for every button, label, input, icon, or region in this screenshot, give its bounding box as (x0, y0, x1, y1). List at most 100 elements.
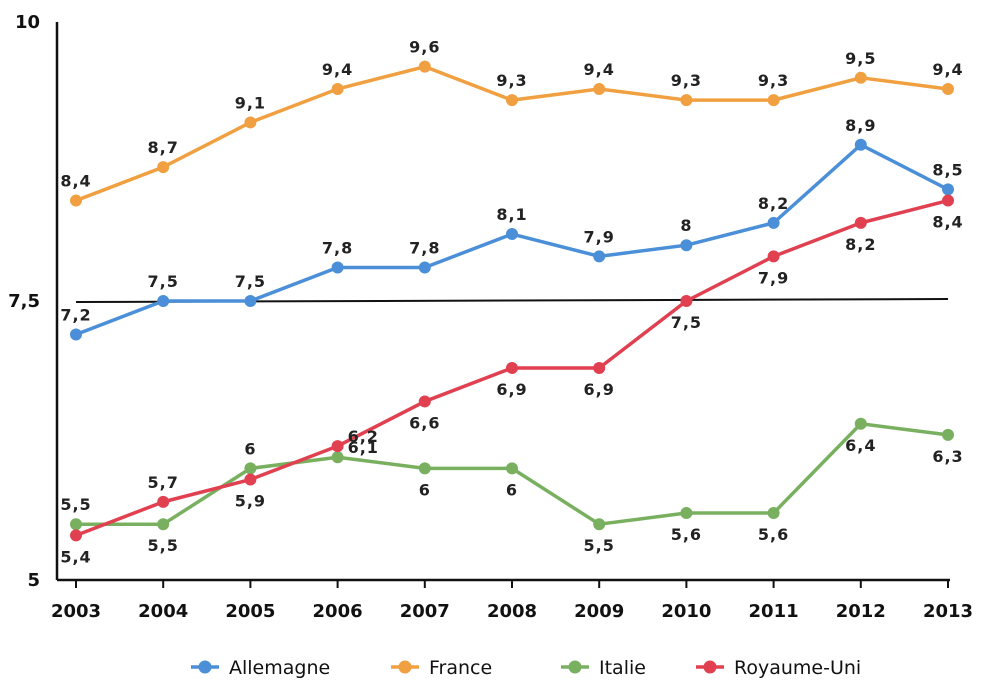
legend-swatch-marker (398, 660, 412, 674)
data-label: 6,9 (584, 380, 615, 399)
data-point (680, 239, 693, 252)
data-point (767, 94, 780, 107)
data-point (157, 295, 170, 307)
data-point (157, 518, 170, 531)
data-label: 7,2 (60, 305, 91, 324)
data-label: 7,5 (671, 313, 702, 332)
data-label: 9,4 (932, 60, 963, 79)
axes: 5 7,5 10 2003 2004 2005 2006 2007 2008 2009 2010 20… (8, 12, 973, 622)
data-point (244, 295, 257, 307)
data-label: 9,5 (845, 49, 876, 68)
y-tick-label: 10 (15, 12, 40, 33)
data-label: 8,4 (60, 172, 91, 191)
x-tick-label: 2010 (661, 601, 711, 622)
data-label: 9,3 (758, 71, 789, 90)
series-points (70, 60, 954, 542)
data-point (70, 518, 82, 531)
data-point (506, 228, 518, 241)
data-label: 5,7 (148, 473, 179, 492)
legend-label: Italie (599, 657, 646, 679)
legend-label: France (429, 657, 492, 679)
data-label: 5,4 (60, 547, 91, 566)
data-point (680, 295, 693, 307)
data-label: 8,9 (845, 116, 876, 135)
data-label: 5,5 (60, 495, 91, 514)
data-label: 8,2 (845, 235, 876, 254)
data-point (767, 250, 780, 263)
data-point (418, 261, 431, 274)
data-label: 9,4 (322, 60, 353, 79)
x-tick-label: 2009 (574, 601, 624, 622)
legend-swatch-marker (703, 660, 717, 674)
data-point (680, 94, 693, 107)
data-label: 8,5 (932, 160, 963, 179)
data-point (331, 440, 344, 453)
data-label: 7,5 (235, 272, 266, 291)
x-tick-label: 2007 (400, 601, 450, 622)
legend-label: Royaume-Uni (734, 657, 861, 679)
data-point (70, 194, 82, 207)
data-label: 6,1 (348, 438, 379, 457)
data-label: 6 (506, 480, 518, 499)
data-label: 5,5 (584, 536, 615, 555)
data-label: 9,6 (409, 38, 440, 57)
data-label: 6,4 (845, 436, 876, 455)
x-tick-label: 2005 (225, 601, 275, 622)
data-label: 6,2 (348, 427, 379, 446)
data-point (767, 216, 780, 229)
data-point (418, 60, 431, 73)
data-label: 9,3 (496, 71, 527, 90)
data-label: 5,6 (671, 525, 702, 544)
x-tick-label: 2011 (749, 601, 799, 622)
x-tick-label: 2008 (487, 601, 537, 622)
data-label: 7,9 (758, 268, 789, 287)
data-label: 9,3 (671, 71, 702, 90)
data-label: 5,6 (758, 525, 789, 544)
data-point (593, 518, 606, 531)
data-point (854, 138, 867, 151)
data-label: 7,8 (409, 239, 440, 258)
data-point (418, 462, 431, 475)
x-tick-label: 2012 (836, 601, 886, 622)
data-point (593, 361, 606, 374)
data-point (942, 428, 954, 441)
data-point (244, 116, 257, 129)
data-point (244, 473, 257, 486)
data-point (244, 462, 257, 475)
data-point (70, 328, 82, 341)
data-point (854, 417, 867, 430)
data-label: 7,8 (322, 239, 353, 258)
x-tick-label: 2006 (313, 601, 363, 622)
data-label: 5,5 (148, 536, 179, 555)
legend-swatch-marker (198, 660, 212, 674)
data-label: 9,1 (235, 93, 266, 112)
data-label: 5,9 (235, 492, 266, 511)
data-point (593, 250, 606, 263)
data-point (157, 495, 170, 508)
data-label: 8,1 (496, 205, 527, 224)
x-tick-label: 2013 (923, 601, 973, 622)
data-point (506, 462, 518, 475)
data-label: 8,2 (758, 194, 789, 213)
y-tick-label: 7,5 (8, 291, 40, 312)
legend-label: Allemagne (229, 657, 330, 679)
y-tick-label: 5 (27, 570, 40, 591)
data-label: 6 (419, 480, 431, 499)
data-label: 6,9 (496, 380, 527, 399)
data-label: 6 (244, 439, 256, 458)
data-point (70, 529, 82, 542)
data-label: 6,6 (409, 413, 440, 432)
data-point (680, 507, 693, 520)
data-point (331, 451, 344, 464)
data-point (331, 261, 344, 274)
data-label: 6,3 (932, 447, 963, 466)
data-point (506, 94, 518, 107)
data-label: 8,7 (148, 138, 179, 157)
data-point (942, 183, 954, 196)
data-point (942, 82, 954, 95)
data-point (854, 71, 867, 84)
x-tick-label: 2003 (51, 601, 101, 622)
data-labels: 7,2 7,5 7,5 7,8 7,8 8,1 7,9 8 8,2 8,9 8,5 8,4 8,7 9,1… (60, 38, 963, 567)
data-label: 8 (680, 216, 692, 235)
